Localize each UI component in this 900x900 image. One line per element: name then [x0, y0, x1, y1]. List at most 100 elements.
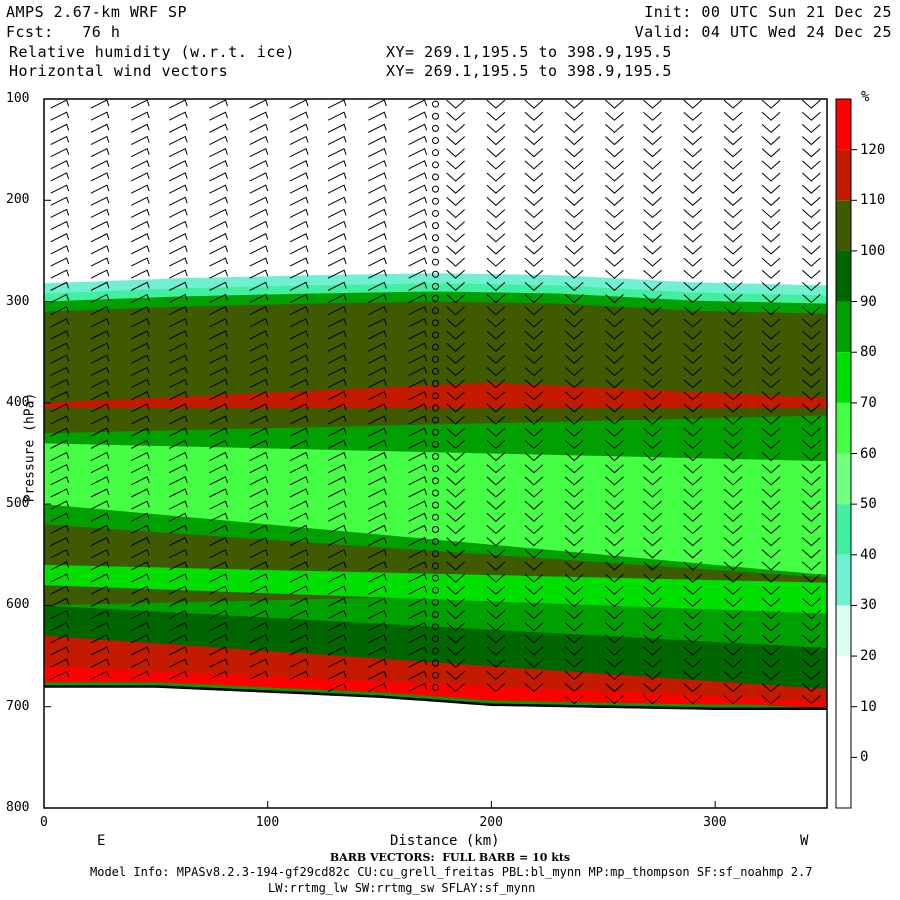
wind-barb	[90, 391, 110, 401]
wind-barb	[486, 269, 506, 279]
wind-barb	[802, 99, 821, 109]
wind-barb	[524, 330, 544, 340]
wind-barb	[327, 257, 347, 267]
wind-barb	[802, 610, 821, 620]
wind-barb	[327, 646, 347, 656]
wind-barb	[486, 233, 506, 243]
wind-barb	[90, 354, 110, 364]
wind-barb	[209, 670, 228, 680]
wind-barb	[90, 463, 110, 474]
wind-barb	[643, 464, 662, 474]
wind-barb	[432, 392, 439, 400]
wind-barb	[723, 585, 743, 595]
wind-barb	[524, 257, 544, 267]
colorbar-swatch	[836, 402, 851, 454]
wind-barb	[683, 549, 703, 559]
wind-barb	[524, 476, 544, 486]
wind-barb	[524, 427, 544, 437]
wind-barb	[446, 598, 465, 608]
wind-barb	[761, 695, 781, 705]
wind-barb	[761, 367, 781, 377]
wind-barb	[446, 379, 465, 389]
wind-barb	[524, 342, 544, 352]
wind-barb	[327, 123, 347, 133]
wind-barb	[289, 621, 309, 632]
wind-barb	[289, 524, 309, 534]
wind-barb	[524, 525, 544, 535]
wind-barb	[327, 549, 347, 559]
wind-barb	[486, 440, 506, 450]
wind-barb	[50, 220, 70, 231]
wind-barb	[249, 585, 269, 595]
wind-barb	[289, 123, 309, 133]
wind-barb	[564, 282, 584, 292]
colorbar-label: 30	[860, 597, 877, 614]
wind-barb	[327, 597, 347, 607]
wind-barb	[130, 500, 150, 510]
wind-barb	[432, 550, 439, 558]
wind-barb	[524, 282, 544, 292]
wind-barb	[289, 305, 309, 316]
wind-barb	[683, 306, 703, 316]
wind-barb	[368, 524, 387, 534]
wind-barb	[169, 342, 188, 352]
wind-barb	[564, 330, 584, 340]
wind-barb	[130, 366, 150, 376]
wind-barb	[249, 99, 269, 109]
wind-barb	[564, 245, 584, 255]
rh-band-120-low	[44, 666, 827, 705]
y-tick-label: 300	[6, 293, 30, 309]
wind-barb	[90, 99, 110, 109]
wind-barb	[130, 318, 150, 328]
wind-barb	[802, 537, 821, 547]
wind-barb	[761, 403, 781, 413]
wind-barb	[408, 500, 428, 510]
wind-barb	[90, 342, 110, 352]
wind-barb	[524, 306, 544, 316]
wind-barb	[643, 403, 662, 413]
wind-barb	[90, 476, 110, 486]
wind-barb	[249, 391, 269, 401]
wind-barb	[723, 294, 743, 304]
wind-barb	[564, 196, 584, 206]
wind-barb	[524, 111, 544, 121]
wind-barb	[327, 488, 347, 498]
wind-barb	[368, 135, 387, 145]
wind-barb	[446, 221, 465, 231]
wind-barb	[130, 184, 150, 194]
wind-barb	[90, 305, 110, 316]
x-tick-label: 0	[40, 815, 48, 830]
wind-barb	[169, 585, 188, 595]
wind-barb	[432, 367, 439, 375]
wind-barb	[432, 307, 439, 315]
wind-barb	[408, 184, 428, 194]
wind-barb	[408, 123, 428, 133]
wind-barb	[643, 500, 662, 510]
wind-barb	[368, 366, 387, 376]
wind-barb	[50, 196, 70, 206]
wind-barb	[524, 184, 544, 194]
wind-barb	[723, 440, 743, 450]
wind-barb	[209, 476, 228, 486]
wind-barb	[683, 184, 703, 194]
init-time: Init: 00 UTC Sun 21 Dec 25	[644, 3, 892, 21]
wind-barb	[289, 451, 309, 461]
wind-barb	[524, 391, 544, 401]
wind-barb	[761, 379, 781, 389]
wind-barb	[209, 366, 228, 376]
wind-barb	[446, 683, 465, 693]
wind-barb	[486, 512, 506, 522]
wind-barb	[486, 573, 506, 583]
colorbar-swatch	[836, 200, 851, 251]
wind-barb	[408, 403, 428, 413]
wind-barb	[486, 464, 506, 474]
wind-barb	[408, 609, 428, 619]
wind-barb	[90, 135, 110, 145]
wind-barb	[209, 257, 228, 267]
wind-barb	[524, 196, 544, 206]
wind-barb	[368, 281, 387, 291]
wind-barb	[327, 233, 347, 243]
wind-barb	[289, 233, 309, 243]
wind-barb	[368, 257, 387, 267]
